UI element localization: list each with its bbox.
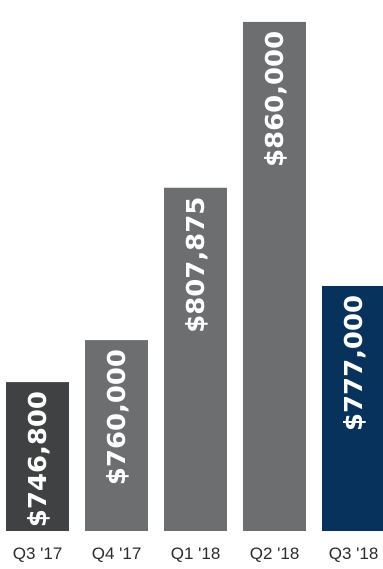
bars-group (6, 21, 383, 532)
bar-4 (322, 286, 383, 531)
bar-value-label-4: $777,000 (339, 295, 368, 431)
x-tick-label-1: Q4 '17 (92, 544, 142, 563)
x-tick-label-2: Q1 '18 (171, 544, 221, 563)
bar-1 (85, 340, 148, 531)
bar-0 (6, 382, 69, 531)
x-axis-tick-labels: Q3 '17 Q4 '17 Q1 '18 Q2 '18 Q3 '18 (13, 544, 379, 563)
data-labels-group: $746,800 $760,000 $807,875 $860,000 $777,000 (23, 31, 368, 527)
bar-3 (243, 21, 306, 532)
x-tick-label-3: Q2 '18 (250, 544, 300, 563)
bar-value-label-2: $807,875 (181, 197, 210, 333)
bar-value-label-3: $860,000 (260, 31, 289, 167)
x-tick-label-0: Q3 '17 (13, 544, 63, 563)
x-tick-label-4: Q3 '18 (329, 544, 379, 563)
bar-value-label-0: $746,800 (23, 391, 52, 527)
bar-2 (164, 187, 227, 532)
bar-value-label-1: $760,000 (102, 349, 131, 485)
